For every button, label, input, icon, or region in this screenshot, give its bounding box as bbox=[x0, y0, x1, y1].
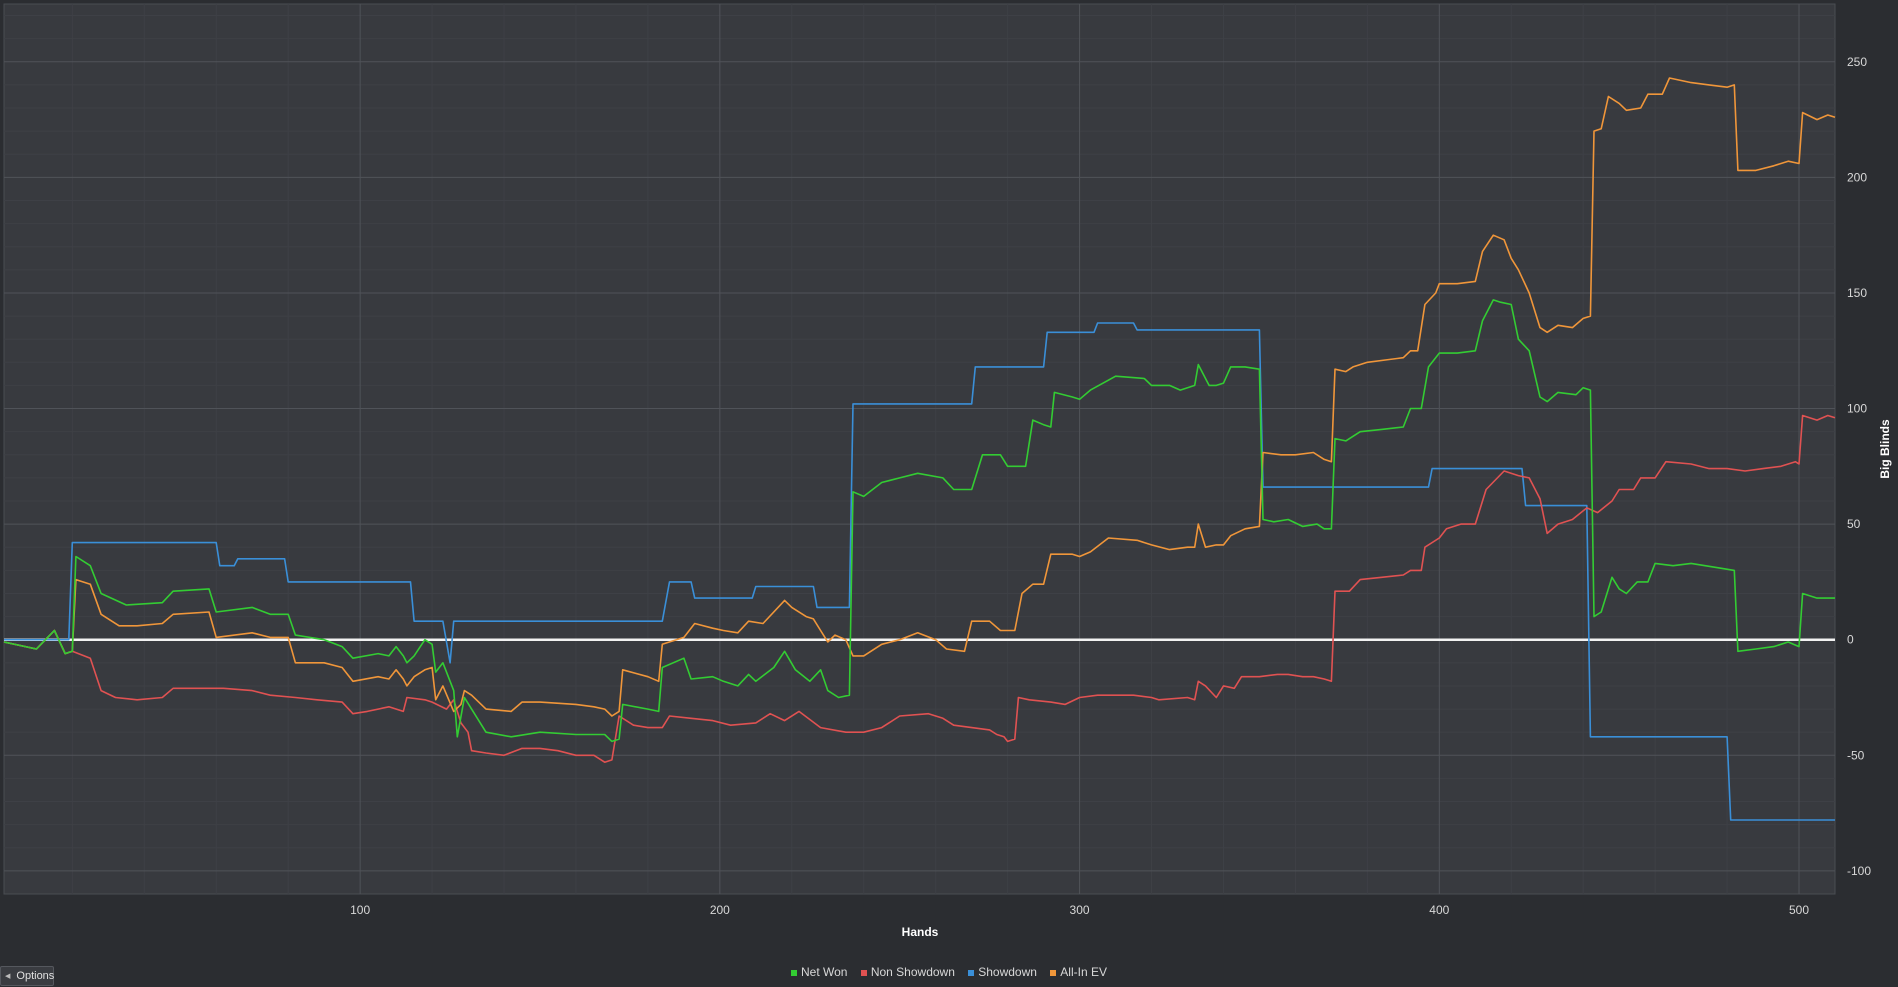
legend-label: Net Won bbox=[801, 965, 848, 979]
non-showdown-swatch-icon bbox=[860, 969, 867, 976]
legend-label: Showdown bbox=[978, 965, 1037, 979]
legend: Net Won Non Showdown Showdown All-In EV bbox=[0, 965, 1898, 979]
y-tick-label: 0 bbox=[1847, 633, 1854, 647]
net-won-swatch-icon bbox=[791, 969, 798, 976]
all-in-ev-swatch-icon bbox=[1050, 969, 1057, 976]
legend-item-showdown[interactable]: Showdown bbox=[968, 965, 1037, 979]
y-tick-label: 150 bbox=[1847, 286, 1867, 300]
y-tick-label: -100 bbox=[1847, 864, 1871, 878]
x-axis-title: Hands bbox=[902, 925, 939, 939]
y-tick-label: 100 bbox=[1847, 402, 1867, 416]
legend-label: All-In EV bbox=[1060, 965, 1107, 979]
y-tick-label: 250 bbox=[1847, 55, 1867, 69]
series-line-all-in-ev bbox=[3, 77, 1836, 717]
y-axis-title: Big Blinds bbox=[1878, 419, 1892, 479]
y-tick-label: 200 bbox=[1847, 170, 1867, 184]
series-line-net-won bbox=[3, 299, 1835, 743]
x-tick-label: 500 bbox=[1789, 903, 1809, 917]
y-tick-label: 50 bbox=[1847, 517, 1861, 531]
showdown-swatch-icon bbox=[968, 969, 975, 976]
options-button[interactable]: ◀ Options bbox=[0, 966, 54, 986]
plot-area bbox=[3, 3, 1836, 895]
x-tick-label: 400 bbox=[1429, 903, 1449, 917]
legend-item-all-in-ev[interactable]: All-In EV bbox=[1050, 965, 1107, 979]
x-tick-label: 100 bbox=[350, 903, 370, 917]
series-line-non-showdown bbox=[3, 414, 1836, 763]
legend-item-net-won[interactable]: Net Won bbox=[791, 965, 847, 979]
x-tick-label: 300 bbox=[1070, 903, 1090, 917]
series-line-showdown bbox=[4, 322, 1835, 821]
x-axis-ticks: 100 200 300 400 500 bbox=[350, 903, 1809, 917]
series-lines bbox=[3, 77, 1836, 821]
options-label: Options bbox=[16, 970, 55, 982]
legend-item-non-showdown[interactable]: Non Showdown bbox=[860, 965, 955, 979]
x-tick-label: 200 bbox=[710, 903, 730, 917]
caret-left-icon: ◀ bbox=[5, 973, 11, 980]
y-axis-ticks: 250 200 150 100 50 0 -50 -100 bbox=[1847, 55, 1871, 878]
y-tick-label: -50 bbox=[1847, 748, 1865, 762]
legend-label: Non Showdown bbox=[870, 965, 955, 979]
